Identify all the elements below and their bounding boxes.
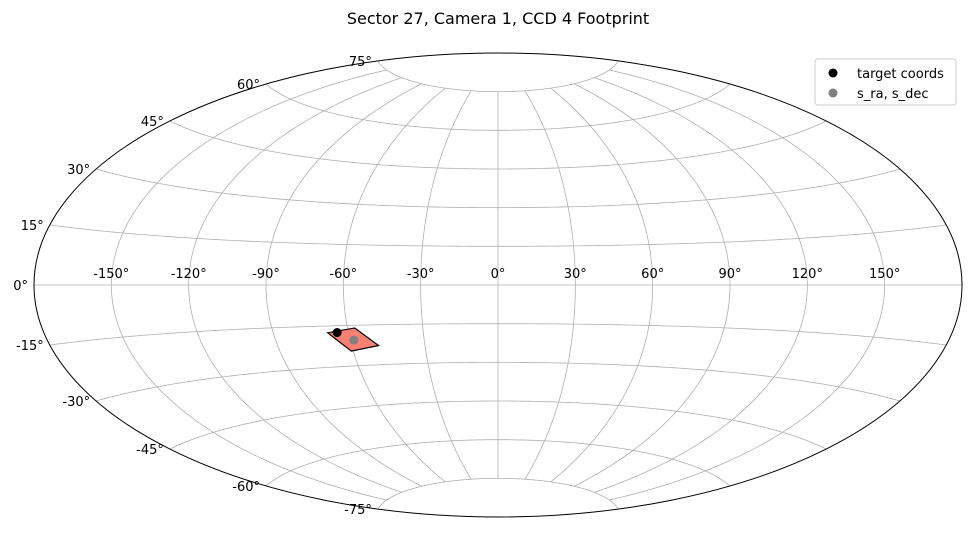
- parallel-line: [169, 400, 827, 450]
- x-tick-label: 150°: [869, 267, 900, 282]
- y-tick-label: -30°: [62, 395, 90, 410]
- legend: target coords s_ra, s_dec: [814, 58, 957, 106]
- legend-label: target coords: [857, 67, 944, 82]
- y-tick-label: 0°: [13, 279, 28, 294]
- legend-label: s_ra, s_dec: [857, 87, 929, 102]
- y-tick-label: -15°: [16, 339, 44, 354]
- x-tick-label: 120°: [792, 267, 823, 282]
- y-tick-label: 45°: [141, 115, 164, 130]
- y-tick-label: 15°: [21, 219, 44, 234]
- legend-marker: [828, 68, 838, 78]
- parallel-line: [265, 439, 731, 487]
- x-tick-label: -30°: [407, 267, 435, 282]
- parallel-line: [96, 168, 900, 209]
- projection-boundary: [33, 52, 963, 518]
- parallel-line: [96, 361, 900, 402]
- parallel-line: [169, 120, 827, 170]
- parallel-line: [49, 323, 947, 346]
- parallel-line: [265, 83, 731, 131]
- data-points: [332, 328, 359, 345]
- legend-box: [814, 58, 957, 106]
- y-tick-label: 30°: [67, 163, 90, 178]
- point-s-ra-s-dec: [349, 335, 359, 345]
- y-tick-label: 75°: [349, 55, 372, 70]
- y-tick-label: 60°: [237, 78, 260, 93]
- x-tick-label: -90°: [252, 267, 280, 282]
- x-tick-label: 60°: [641, 267, 664, 282]
- y-tick-label: -45°: [136, 443, 164, 458]
- y-tick-label: -75°: [344, 503, 372, 518]
- x-tick-label: -150°: [93, 267, 129, 282]
- point-target-coords: [332, 328, 342, 338]
- parallel-line: [377, 60, 619, 93]
- y-tick-label: -60°: [232, 480, 260, 495]
- legend-items: target coords s_ra, s_dec: [828, 67, 944, 102]
- x-tick-labels: -150° -120° -90° -60° -30° 0° 30° 60° 90° 120° 150…: [93, 267, 900, 282]
- x-tick-label: -120°: [171, 267, 207, 282]
- x-tick-label: 90°: [718, 267, 741, 282]
- graticule-grid: [34, 60, 962, 510]
- x-tick-label: 30°: [564, 267, 587, 282]
- legend-marker: [828, 88, 838, 98]
- chart-title: Sector 27, Camera 1, CCD 4 Footprint: [347, 9, 649, 28]
- y-tick-labels: 75° 60° 45° 30° 15° 0° -15° -30° -45° -60° -75°: [13, 55, 372, 518]
- parallel-line: [377, 477, 619, 510]
- x-tick-label: -60°: [329, 267, 357, 282]
- x-tick-label: 0°: [491, 267, 506, 282]
- parallel-line: [49, 224, 947, 247]
